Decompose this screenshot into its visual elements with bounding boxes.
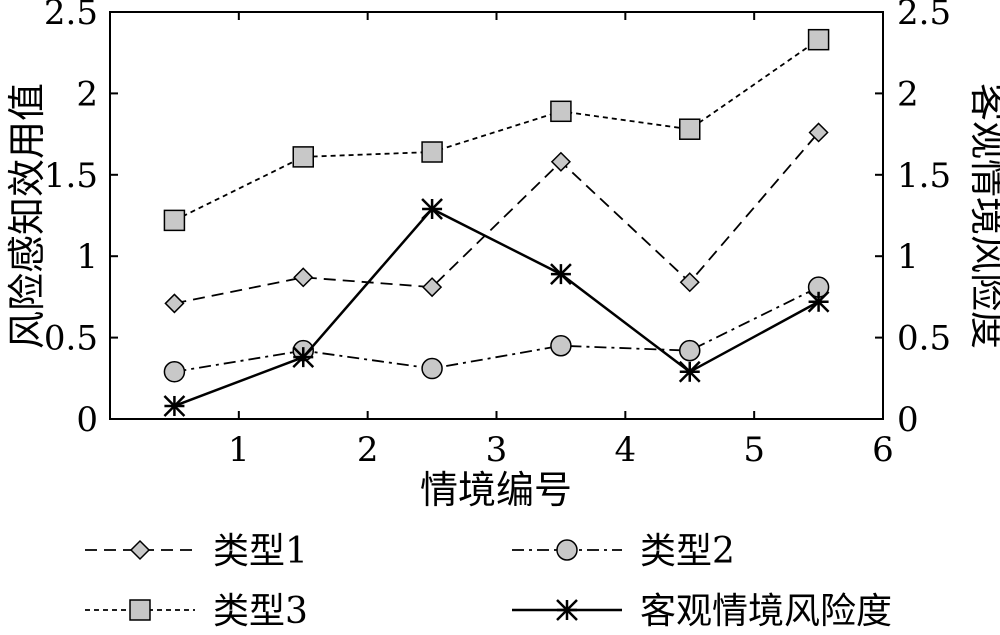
data-point — [550, 151, 571, 172]
y-axis-left-label: 风险感知效用值 — [5, 83, 49, 349]
data-point — [550, 263, 572, 285]
series-line — [174, 38, 820, 222]
y-tick-label-right: 0.5 — [897, 319, 951, 359]
x-tick-label: 6 — [872, 430, 894, 470]
data-point — [679, 339, 701, 362]
series-line — [173, 207, 820, 408]
legend-label: 客观情境风险度 — [640, 591, 892, 632]
legend: 类型1 类型2 类型3 客观情境风险度 — [85, 531, 892, 632]
x-tick-label: 4 — [615, 430, 637, 470]
legend-label: 类型2 — [640, 531, 735, 572]
data-point — [292, 346, 315, 369]
y-tick-label-left: 0.5 — [44, 319, 98, 359]
x-axis-label: 情境编号 — [420, 468, 572, 512]
x-tick-label: 3 — [486, 430, 508, 470]
series-line — [174, 286, 819, 373]
legend-label: 类型3 — [213, 591, 308, 632]
y-tick-label-left: 1 — [76, 237, 98, 277]
legend-item: 类型2 — [512, 531, 735, 572]
data-point — [807, 290, 830, 313]
data-point — [679, 118, 701, 140]
data-point — [163, 395, 186, 417]
data-point — [679, 272, 700, 293]
legend-marker — [556, 599, 578, 621]
data-point — [808, 122, 829, 143]
y-tick-label-left: 1.5 — [44, 156, 98, 196]
data-point — [163, 361, 186, 383]
legend-item: 客观情境风险度 — [512, 591, 892, 632]
data-point — [422, 277, 443, 298]
y-tick-label-left: 2 — [76, 74, 98, 114]
series-2 — [163, 276, 830, 383]
y-axis-right-label: 客观情境风险度 — [966, 83, 1000, 349]
x-tick-label: 1 — [228, 430, 250, 470]
data-point — [550, 334, 572, 357]
x-tick-label: 2 — [357, 430, 379, 470]
series-line — [174, 131, 820, 305]
data-point — [421, 357, 443, 380]
legend-marker — [129, 599, 151, 621]
y-tick-label-right: 2.5 — [897, 0, 951, 33]
series-group — [163, 28, 830, 417]
data-point — [163, 209, 186, 232]
y-tick-label-left: 2.5 — [44, 0, 98, 33]
legend-item: 类型1 — [85, 531, 308, 572]
y-tick-label-right: 2 — [897, 74, 919, 114]
legend-marker — [129, 539, 151, 561]
legend-marker — [556, 539, 578, 561]
series-3 — [163, 28, 830, 232]
data-point — [293, 267, 314, 288]
y-tick-label-left: 0 — [76, 400, 98, 440]
y-tick-label-right: 0 — [897, 400, 919, 440]
data-point — [164, 293, 185, 314]
data-point — [421, 141, 443, 163]
data-point — [292, 146, 314, 168]
series-1 — [164, 122, 829, 314]
axis-ticks: 1 2 3 4 5 60 00.5 0.51 11.5 1.52 22.5 2.5 — [44, 0, 951, 470]
data-point — [678, 360, 701, 383]
data-point — [421, 198, 443, 220]
x-tick-label: 5 — [743, 430, 765, 470]
y-tick-label-right: 1 — [897, 237, 919, 277]
legend-label: 类型1 — [213, 531, 308, 572]
data-point — [807, 28, 830, 51]
series-4 — [163, 198, 830, 417]
data-point — [550, 100, 572, 123]
y-tick-label-right: 1.5 — [897, 156, 951, 196]
legend-item: 类型3 — [85, 591, 308, 632]
